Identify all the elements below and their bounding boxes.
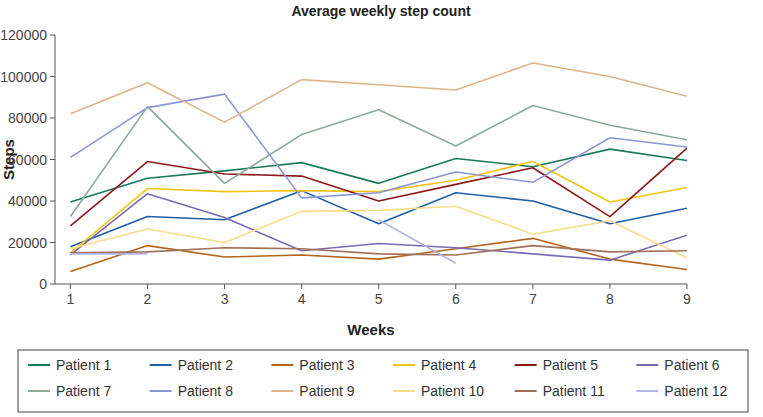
x-axis — [55, 284, 687, 285]
x-tick — [532, 284, 533, 289]
x-tick-label: 4 — [298, 291, 306, 307]
y-tick — [50, 242, 55, 243]
x-tick-label: 6 — [452, 291, 460, 307]
legend-swatch — [271, 390, 293, 392]
y-tick-label: 40000 — [8, 193, 47, 209]
chart: Average weekly step countStepsWeeks02000… — [0, 0, 763, 417]
x-tick — [455, 284, 456, 289]
x-tick — [301, 284, 302, 289]
x-tick-label: 7 — [529, 291, 537, 307]
legend-label: Patient 5 — [543, 357, 598, 373]
series-line — [70, 194, 687, 260]
legend-label: Patient 10 — [421, 383, 484, 399]
y-tick — [50, 118, 55, 119]
x-tick — [609, 284, 610, 289]
y-tick — [50, 159, 55, 160]
x-tick-label: 5 — [375, 291, 383, 307]
y-tick-label: 0 — [39, 276, 47, 292]
x-tick — [687, 284, 688, 289]
legend-swatch — [150, 364, 172, 366]
legend-swatch — [393, 390, 415, 392]
x-tick — [378, 284, 379, 289]
legend-swatch — [515, 390, 537, 392]
legend-swatch — [515, 364, 537, 366]
legend-swatch — [28, 364, 50, 366]
legend-label: Patient 7 — [56, 383, 111, 399]
series-line — [70, 94, 687, 198]
legend-swatch — [636, 390, 658, 392]
y-tick — [50, 201, 55, 202]
x-tick-label: 1 — [67, 291, 75, 307]
x-tick-label: 2 — [144, 291, 152, 307]
y-tick-label: 80000 — [8, 110, 47, 126]
legend-label: Patient 2 — [178, 357, 233, 373]
legend-swatch — [150, 390, 172, 392]
series-line — [70, 148, 687, 226]
legend-label: Patient 1 — [56, 357, 111, 373]
legend-swatch — [636, 364, 658, 366]
series-line — [70, 206, 687, 258]
y-tick-label: 120000 — [0, 27, 47, 43]
x-tick — [224, 284, 225, 289]
series-line — [70, 63, 687, 122]
title: Average weekly step count — [291, 3, 471, 19]
y-tick — [50, 284, 55, 285]
legend-label: Patient 12 — [664, 383, 727, 399]
y-tick-label: 60000 — [8, 152, 47, 168]
series-line — [70, 220, 455, 264]
y-tick-label: 100000 — [0, 69, 47, 85]
x-tick — [70, 284, 71, 289]
plot-area — [70, 63, 687, 272]
x-tick-label: 8 — [606, 291, 614, 307]
series-line — [70, 106, 687, 217]
legend-swatch — [393, 364, 415, 366]
x-tick — [147, 284, 148, 289]
legend-label: Patient 3 — [299, 357, 354, 373]
x-tick-label: 3 — [221, 291, 229, 307]
legend-swatch — [271, 364, 293, 366]
legend-label: Patient 8 — [178, 383, 233, 399]
legend-label: Patient 9 — [299, 383, 354, 399]
y-tick-label: 20000 — [8, 235, 47, 251]
legend-label: Patient 11 — [543, 383, 605, 399]
x-label: Weeks — [347, 321, 394, 338]
y-tick — [50, 76, 55, 77]
legend-swatch — [28, 390, 50, 392]
y-tick — [50, 35, 55, 36]
x-tick-label: 9 — [683, 291, 691, 307]
series-line — [70, 246, 687, 255]
legend-box — [18, 350, 748, 412]
legend-label: Patient 4 — [421, 357, 476, 373]
legend-label: Patient 6 — [664, 357, 719, 373]
